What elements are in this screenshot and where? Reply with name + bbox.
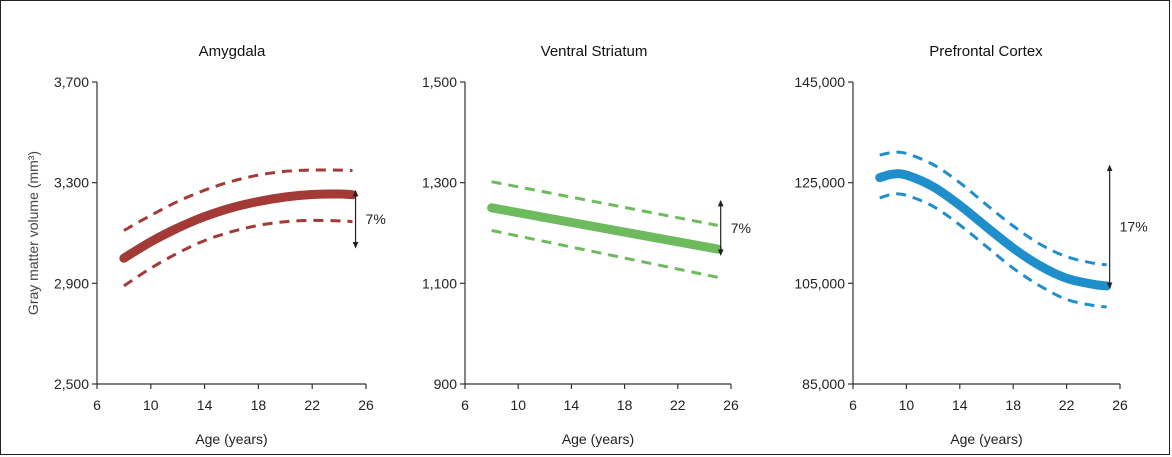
y-tick-label: 3,300 — [54, 175, 89, 191]
x-tick-label: 22 — [670, 397, 686, 413]
x-axis-label: Age (years) — [195, 431, 267, 447]
y-tick-label: 1,500 — [422, 74, 457, 90]
x-axis-label: Age (years) — [950, 431, 1022, 447]
series-mean-line — [119, 189, 357, 263]
x-tick-label: 10 — [899, 397, 915, 413]
annotation-label: 17% — [1120, 219, 1148, 235]
panel-1: Ventral Striatum 900 1,100 1,300 1,500 6 10 14 1… — [422, 43, 751, 447]
series-mean-line — [875, 169, 1112, 291]
y-tick-label: 3,700 — [54, 74, 89, 90]
x-tick-label: 6 — [461, 397, 469, 413]
x-axis-label: Age (years) — [562, 431, 634, 447]
x-tick-label: 6 — [849, 397, 857, 413]
x-tick-label: 14 — [952, 397, 968, 413]
x-tick-label: 10 — [510, 397, 526, 413]
x-tick-label: 10 — [143, 397, 159, 413]
series-upper-ci-line — [491, 180, 718, 227]
y-tick-label: 145,000 — [794, 74, 845, 90]
panel-title: Ventral Striatum — [541, 43, 648, 60]
series-mean-line — [487, 203, 723, 254]
y-tick-label: 2,500 — [54, 376, 89, 392]
annotation-label: 7% — [366, 211, 386, 227]
panel-title: Prefrontal Cortex — [929, 43, 1043, 60]
y-tick-label: 900 — [434, 376, 458, 392]
y-tick-label: 1,100 — [422, 275, 457, 291]
y-tick-label: 125,000 — [794, 175, 845, 191]
x-tick-label: 18 — [1005, 397, 1021, 413]
y-axis-label: Gray matter volume (mm³) — [25, 151, 41, 315]
x-tick-label: 22 — [304, 397, 320, 413]
y-tick-label: 85,000 — [802, 376, 845, 392]
y-tick-label: 2,900 — [54, 275, 89, 291]
y-tick-label: 1,300 — [422, 175, 457, 191]
x-tick-label: 26 — [358, 397, 374, 413]
x-tick-label: 14 — [197, 397, 213, 413]
x-tick-label: 18 — [251, 397, 267, 413]
annotation-label: 7% — [731, 220, 751, 236]
series-lower-ci-line — [879, 192, 1107, 309]
x-tick-label: 18 — [617, 397, 633, 413]
panel-2: Prefrontal Cortex 85,000 105,000 125,000 145… — [794, 43, 1147, 447]
x-tick-label: 26 — [723, 397, 739, 413]
y-tick-label: 105,000 — [794, 275, 845, 291]
series-lower-ci-line — [123, 218, 353, 288]
x-tick-label: 26 — [1112, 397, 1128, 413]
x-tick-label: 6 — [93, 397, 101, 413]
series-upper-ci-line — [879, 150, 1107, 267]
series-lower-ci-line — [491, 229, 719, 279]
x-tick-label: 22 — [1059, 397, 1075, 413]
panel-0: Amygdala 2,500 2,900 3,300 3,700 6 10 14 18 22 26 A… — [25, 43, 386, 447]
panel-title: Amygdala — [199, 43, 266, 60]
x-tick-label: 14 — [564, 397, 580, 413]
